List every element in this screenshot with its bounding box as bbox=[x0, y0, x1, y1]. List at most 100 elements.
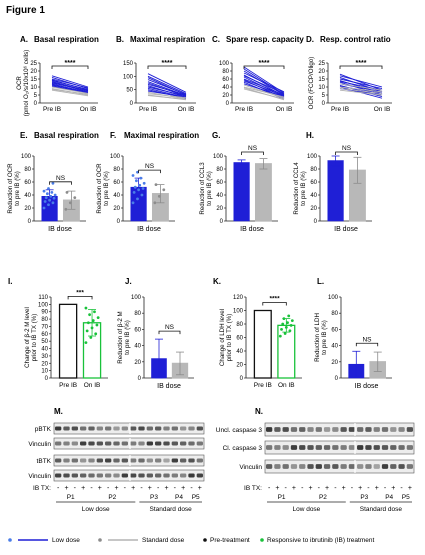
y-tick-label: 20 bbox=[331, 360, 338, 366]
y-tick-label: 30 bbox=[41, 354, 48, 360]
data-point bbox=[139, 176, 143, 180]
y-tick-label: 0 bbox=[28, 219, 32, 225]
panel-letter: B. bbox=[116, 35, 124, 44]
data-point bbox=[290, 319, 294, 323]
blot-band bbox=[88, 473, 95, 478]
patient-label: P1 bbox=[67, 494, 75, 501]
data-point bbox=[282, 317, 286, 320]
data-point bbox=[86, 321, 90, 325]
blot-band bbox=[348, 445, 356, 450]
blot-band bbox=[357, 427, 364, 432]
data-point bbox=[141, 187, 145, 190]
y-tick-label: 40 bbox=[216, 193, 223, 199]
y-tick-label: 80 bbox=[24, 167, 31, 173]
significance-label: NS bbox=[165, 324, 175, 331]
panel-title: Spare resp. capacity bbox=[226, 35, 304, 44]
series-line bbox=[339, 78, 383, 90]
blot-band bbox=[398, 427, 405, 432]
patient-label: P5 bbox=[402, 494, 410, 501]
blot-band bbox=[357, 445, 364, 450]
y-tick-label: 100 bbox=[233, 309, 244, 315]
blot-band bbox=[348, 464, 356, 469]
blot-band bbox=[71, 458, 78, 463]
treatment-sign: - bbox=[400, 485, 403, 492]
blot-band bbox=[188, 458, 195, 463]
blot-band bbox=[171, 426, 178, 431]
blot-band bbox=[299, 445, 306, 450]
treatment-sign: - bbox=[174, 485, 177, 492]
data-point bbox=[136, 197, 139, 201]
blot-band bbox=[138, 458, 145, 463]
blot-band bbox=[340, 427, 347, 432]
data-point bbox=[44, 196, 48, 200]
blot-band bbox=[130, 426, 137, 431]
y-axis-label: Reduction of LDHto pre IB (%) bbox=[314, 313, 328, 362]
series-line bbox=[51, 84, 89, 93]
data-point bbox=[154, 183, 158, 187]
series-line bbox=[51, 88, 89, 95]
blot-band bbox=[146, 473, 153, 478]
series-line bbox=[51, 82, 89, 91]
data-point bbox=[52, 196, 56, 200]
treatment-sign: - bbox=[74, 485, 77, 492]
blot-band bbox=[163, 441, 170, 446]
data-point bbox=[136, 170, 139, 174]
y-tick-label: 20 bbox=[310, 206, 317, 212]
y-tick-label: 0 bbox=[34, 101, 38, 107]
blot-band bbox=[406, 464, 413, 469]
data-point bbox=[131, 201, 135, 205]
data-point bbox=[49, 194, 53, 198]
legend-dot-responder bbox=[260, 538, 264, 542]
y-axis-label-line: to pre IB (%) bbox=[300, 171, 307, 206]
data-point bbox=[90, 326, 94, 330]
treatment-label: IB TX: bbox=[244, 485, 262, 492]
y-tick-label: 80 bbox=[222, 69, 229, 75]
significance-bracket bbox=[243, 65, 285, 69]
y-tick-label: 40 bbox=[331, 344, 338, 350]
blot-band bbox=[307, 445, 314, 450]
blot-band bbox=[180, 441, 187, 446]
blot-band bbox=[332, 427, 339, 432]
blot-row-label: tBTK bbox=[37, 458, 52, 465]
blot-band bbox=[390, 464, 397, 469]
blot-band bbox=[121, 426, 128, 431]
y-axis-label: Change of β-2 M levelprior to IB TX (%) bbox=[24, 307, 38, 368]
panel-letter: F. bbox=[110, 131, 116, 140]
x-tick-label: On IB bbox=[84, 382, 101, 389]
blot-band bbox=[373, 427, 380, 432]
treatment-sign: + bbox=[325, 485, 329, 492]
blot-band bbox=[282, 464, 289, 469]
treatment-sign: + bbox=[292, 485, 296, 492]
y-tick-label: 0 bbox=[45, 376, 49, 382]
blot-band bbox=[188, 441, 195, 446]
y-tick-label: 0 bbox=[240, 376, 244, 382]
blot-band bbox=[348, 427, 356, 432]
series-line bbox=[51, 78, 89, 89]
data-point bbox=[157, 194, 161, 198]
y-axis-label-line: prior to IB TX (%) bbox=[31, 314, 38, 362]
treatment-sign: + bbox=[375, 485, 379, 492]
treatment-sign: + bbox=[308, 485, 312, 492]
y-axis-label: OCR(pmol O₂/s/10x10⁶ cells) bbox=[16, 50, 30, 117]
significance-bracket bbox=[138, 169, 161, 174]
significance-label: **** bbox=[356, 60, 367, 67]
blot-band bbox=[315, 445, 322, 450]
blot-band bbox=[55, 473, 62, 478]
blot-band bbox=[266, 427, 273, 432]
treatment-sign: - bbox=[107, 485, 110, 492]
panel-title: Basal respiration bbox=[34, 35, 99, 44]
blot-band bbox=[332, 464, 339, 469]
y-tick-label: 60 bbox=[24, 180, 31, 186]
significance-label: NS bbox=[248, 145, 258, 152]
blot-band bbox=[282, 445, 289, 450]
data-point bbox=[133, 185, 137, 189]
x-tick-label: Pre IB bbox=[139, 106, 157, 113]
blot-band bbox=[113, 441, 120, 446]
treatment-sign: + bbox=[64, 485, 68, 492]
blot-band bbox=[282, 427, 289, 432]
treatment-label: IB TX: bbox=[33, 485, 51, 492]
blot-band bbox=[307, 427, 314, 432]
significance-label: *** bbox=[76, 289, 84, 296]
data-point bbox=[134, 179, 138, 183]
series-line bbox=[339, 75, 383, 88]
